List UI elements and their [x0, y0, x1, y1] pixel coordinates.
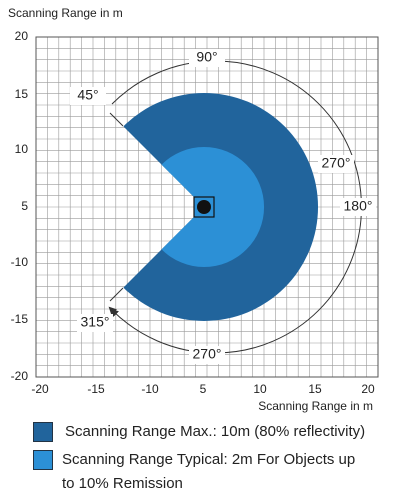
annotation: 315° [81, 314, 110, 330]
y-tick-label: 15 [15, 87, 29, 101]
annotation: 270° [193, 346, 222, 362]
annotation: 180° [344, 198, 373, 214]
plot-border [35, 36, 379, 378]
y-tick-label: 5 [21, 199, 28, 213]
annotation: 45° [77, 87, 98, 103]
x-tick-label: -15 [87, 382, 105, 396]
annotation: 270° [322, 155, 351, 171]
annotation-bg [70, 87, 106, 105]
annotation: 90° [196, 49, 217, 65]
y-tick-label: -20 [11, 369, 29, 383]
y-tick-label: 10 [15, 142, 29, 156]
y-tick-label: -10 [11, 255, 29, 269]
scanner [197, 200, 211, 214]
x-tick-label: 15 [308, 382, 322, 396]
annotation-bg [77, 314, 113, 332]
x-axis-label: Scanning Range in m [258, 399, 373, 413]
angle-leader [109, 287, 124, 302]
annotation-bg [318, 155, 354, 173]
annotation-bg [340, 198, 376, 216]
x-tick-label: -20 [31, 382, 49, 396]
angle-leader [109, 112, 124, 127]
x-tick-label: 10 [253, 382, 267, 396]
x-tick-label: 20 [361, 382, 375, 396]
y-tick-label: -15 [11, 312, 29, 326]
x-tick-label: -10 [141, 382, 159, 396]
annotation-bg [189, 49, 225, 67]
y-tick-label: 20 [15, 29, 29, 43]
annotation-bg [189, 346, 225, 364]
title: Scanning Range in m [8, 6, 123, 20]
x-tick-label: 5 [200, 382, 207, 396]
angle-arrow [108, 306, 118, 316]
